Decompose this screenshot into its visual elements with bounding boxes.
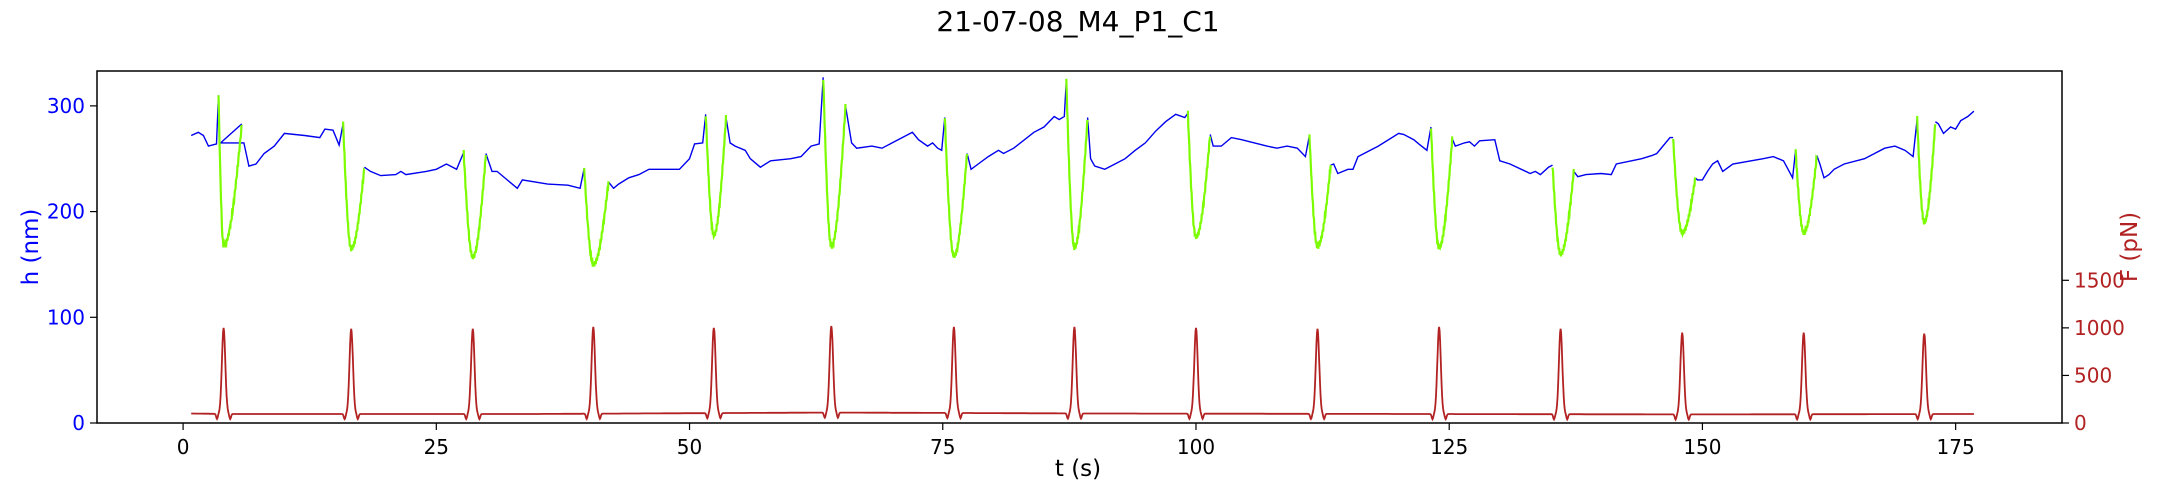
compression-segment	[1551, 167, 1575, 257]
y-left-tick-label: 200	[47, 200, 85, 224]
x-axis-label: t (s)	[1055, 456, 1101, 482]
y-left-tick-label: 0	[72, 411, 85, 435]
plot-area	[190, 77, 1975, 422]
x-tick-label: 125	[1430, 435, 1468, 459]
y-axis-left: 0 100 200 300	[47, 94, 97, 435]
series-force-line	[191, 325, 1974, 422]
y-left-tick-label: 300	[47, 94, 85, 118]
compression-segment	[1065, 78, 1089, 251]
x-tick-label: 150	[1683, 435, 1721, 459]
compression-segment	[462, 149, 487, 260]
chart-title: 21-07-08_M4_P1_C1	[936, 5, 1219, 38]
compression-segment	[704, 114, 728, 241]
y-axis-left-label: h (nm)	[18, 209, 44, 286]
series-height-line	[190, 77, 1975, 190]
y-right-tick-label: 0	[2074, 411, 2087, 435]
x-tick-label: 75	[930, 435, 955, 459]
plot-frame	[96, 70, 2063, 424]
x-tick-label: 50	[677, 435, 702, 459]
compression-segment	[1186, 110, 1212, 240]
compression-segment	[1916, 115, 1937, 225]
y-right-tick-label: 1500	[2074, 268, 2125, 292]
x-axis: 0 25 50 75 100 125 150 175	[177, 423, 1975, 459]
x-tick-label: 0	[177, 435, 190, 459]
compression-segment	[1672, 138, 1697, 239]
compression-segment	[217, 95, 243, 249]
compression-segment	[943, 118, 969, 258]
compression-segment	[1794, 149, 1818, 236]
compression-segment	[1429, 128, 1454, 251]
y-right-tick-label: 1000	[2074, 316, 2125, 340]
compression-segment	[342, 121, 366, 252]
y-left-tick-label: 100	[47, 305, 85, 329]
y-axis-right-label: F (pN)	[2117, 212, 2143, 282]
compression-segment	[583, 167, 610, 267]
x-tick-label: 100	[1177, 435, 1215, 459]
x-tick-label: 25	[424, 435, 449, 459]
x-tick-label: 175	[1937, 435, 1975, 459]
compression-segment	[1308, 134, 1332, 249]
y-axis-right: 0 500 1000 1500	[2062, 268, 2125, 435]
compression-segment	[822, 79, 847, 249]
y-right-tick-label: 500	[2074, 363, 2112, 387]
